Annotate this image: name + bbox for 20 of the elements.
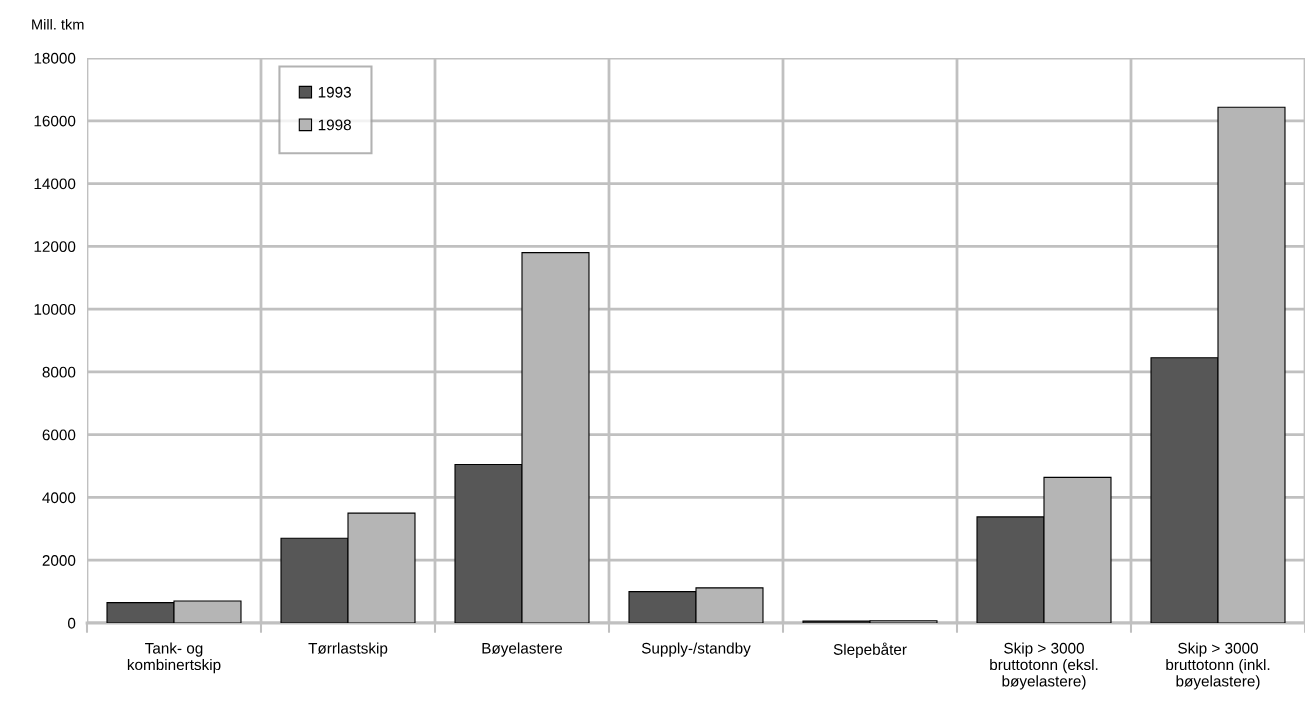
x-tick-label: Slepebåter [833,642,907,658]
y-tick-label: 6000 [42,429,76,441]
y-tick-label: 12000 [34,241,76,253]
y-tick-label: 0 [67,617,76,629]
y-tick-label: 2000 [42,555,76,566]
y-axis-title: Mill. tkm [32,18,84,30]
legend-label: 1998 [318,119,351,131]
x-tick-label: Tørrlastskip [308,642,388,657]
x-tick-label: Bøyelastere [482,642,563,657]
y-tick-label: 4000 [42,492,76,504]
x-tick-label: Skip > 3000 bruttotonn (eksl. bøyelastere) [990,642,1098,690]
legend-label: 1993 [318,86,351,98]
y-tick-label: 16000 [34,115,76,127]
y-tick-label: 14000 [34,178,76,190]
x-tick-label: Supply-/standby [641,642,751,657]
x-tick-label: Tank- og kombinertskip [127,642,221,674]
x-tick-label: Skip > 3000 bruttotonn (inkl. bøyelastere) [1166,642,1270,690]
y-tick-label: 10000 [34,303,76,315]
y-tick-label: 18000 [34,52,76,64]
y-tick-label: 8000 [42,366,76,378]
